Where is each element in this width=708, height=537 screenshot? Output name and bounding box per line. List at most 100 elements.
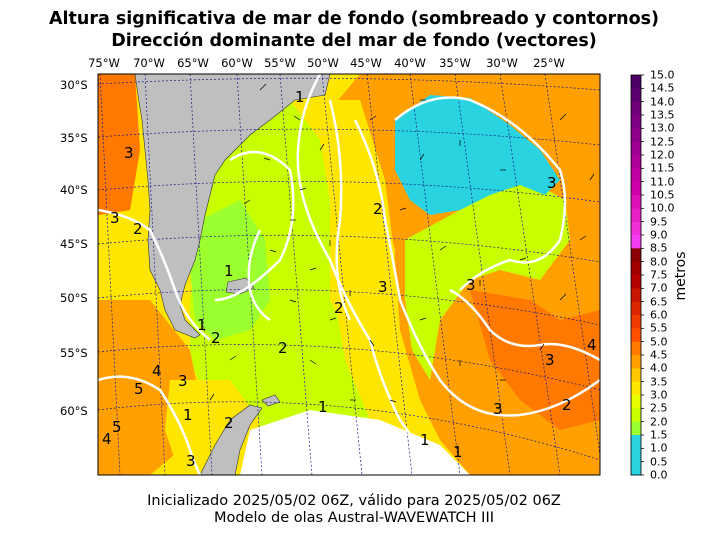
chart-title: Altura significativa de mar de fondo (so… — [48, 9, 660, 29]
swell-zone-darkorange-northwest — [98, 74, 140, 215]
colorbar-segment — [631, 248, 641, 263]
contour-label: 2 — [334, 299, 344, 317]
lon-label: 30°W — [486, 56, 518, 70]
contour-label: 3 — [178, 372, 188, 390]
colorbar-tick-label: 0.0 — [650, 468, 668, 482]
lon-label: 55°W — [264, 56, 296, 70]
colorbar-tick-label: 11.0 — [650, 175, 675, 189]
lat-label: 45°S — [60, 237, 88, 251]
colorbar-segment — [631, 261, 641, 276]
contour-label: 3 — [378, 278, 388, 296]
colorbar-tick-label: 8.5 — [650, 241, 668, 255]
colorbar-segment — [631, 115, 641, 129]
lon-label: 50°W — [307, 56, 339, 70]
colorbar-segment — [631, 368, 641, 383]
swell-direction-vectors — [209, 83, 595, 403]
land-falkland-islands — [225, 277, 255, 295]
contour-label: 2 — [278, 339, 288, 357]
colorbar-tick-label: 13.0 — [650, 121, 675, 135]
colorbar-segment — [631, 381, 641, 396]
colorbar-segment — [631, 341, 641, 356]
contour-label: 1 — [224, 262, 234, 280]
lon-label: 60°W — [221, 56, 253, 70]
colorbar-segment — [631, 448, 641, 463]
colorbar-tick-label: 6.0 — [650, 308, 668, 322]
lon-label: 70°W — [133, 56, 165, 70]
colorbar-tick-label: 2.5 — [650, 401, 668, 415]
colorbar-tick-label: 6.5 — [650, 295, 668, 309]
lon-label: 40°W — [394, 56, 426, 70]
colorbar-segment — [631, 421, 641, 436]
contour-label: 1 — [420, 431, 430, 449]
lon-label: 25°W — [533, 56, 565, 70]
colorbar-tick-label: 2.0 — [650, 415, 668, 429]
lat-label: 40°S — [60, 183, 88, 197]
colorbar-segment — [631, 301, 641, 316]
swell-zone-yellow-center — [330, 100, 440, 475]
lat-label: 35°S — [60, 131, 88, 145]
colorbar-tick-label: 12.0 — [650, 148, 675, 162]
colorbar-tick-label: 9.5 — [650, 215, 668, 229]
colorbar-tick-label: 8.0 — [650, 255, 668, 269]
contour-label: 4 — [102, 430, 112, 448]
colorbar-tick-label: 13.5 — [650, 108, 675, 122]
contour-label: 1 — [295, 88, 305, 106]
contour-label: 1 — [183, 406, 193, 424]
contour-label: 2 — [133, 220, 143, 238]
lon-label: 45°W — [350, 56, 382, 70]
colorbar-segment — [631, 208, 641, 223]
colorbar-segment — [631, 88, 641, 103]
colorbar-segment — [631, 181, 641, 196]
contour-label: 3 — [186, 452, 196, 470]
footer-init-valid: Inicializado 2025/05/02 06Z, válido para… — [147, 493, 561, 509]
map-area: 1 1 1 1 1 1 1 2 2 2 2 2 2 2 3 3 3 3 3 3 … — [98, 74, 600, 475]
colorbar-tick-label: 14.0 — [650, 95, 675, 109]
lat-label: 55°S — [60, 346, 88, 360]
colorbar-tick-label: 12.5 — [650, 135, 675, 149]
lon-label: 75°W — [88, 56, 120, 70]
contour-label: 3 — [466, 276, 476, 294]
colorbar-segment — [631, 435, 641, 449]
colorbar-label: metros — [673, 251, 689, 301]
colorbar-segment — [631, 288, 641, 303]
colorbar-segment — [631, 168, 641, 183]
colorbar-tick-label: 11.5 — [650, 161, 675, 175]
colorbar-tick-label: 7.0 — [650, 281, 668, 295]
colorbar-segment — [631, 155, 641, 169]
lat-label: 50°S — [60, 291, 88, 305]
chart-subtitle: Dirección dominante del mar de fondo (ve… — [111, 31, 597, 51]
colorbar-segment — [631, 275, 641, 289]
colorbar-tick-label: 14.5 — [650, 81, 675, 95]
lat-label: 30°S — [60, 78, 88, 92]
colorbar-tick-label: 3.5 — [650, 375, 668, 389]
colorbar-tick-label: 1.5 — [650, 428, 668, 442]
contour-label: 2 — [224, 414, 234, 432]
contour-label: 3 — [110, 209, 120, 227]
colorbar-tick-label: 5.0 — [650, 335, 668, 349]
contour-label: 4 — [152, 362, 162, 380]
colorbar-segment — [631, 128, 641, 143]
colorbar-tick-label: 9.0 — [650, 228, 668, 242]
colorbar-segment — [631, 141, 641, 156]
colorbar-segment — [631, 355, 641, 369]
map-frame — [97, 73, 601, 476]
contour-label: 3 — [545, 351, 555, 369]
antarctic-no-data — [240, 410, 470, 475]
swell-zone-cyan-northeast — [395, 95, 560, 215]
colorbar-segment — [631, 408, 641, 423]
land-antarctic-peninsula — [199, 404, 263, 475]
colorbar — [630, 74, 644, 476]
swell-zone-green-east — [405, 175, 570, 380]
colorbar-segment — [631, 101, 641, 116]
contour-label: 2 — [373, 200, 383, 218]
swell-zone-green-coast — [190, 200, 270, 340]
colorbar-tick-label: 1.0 — [650, 441, 668, 455]
contour-label: 5 — [112, 418, 122, 436]
contour-label: 5 — [134, 380, 144, 398]
colorbar-tick-label: 4.5 — [650, 348, 668, 362]
swell-zone-darkorange-southeast — [470, 290, 600, 430]
colorbar-tick-label: 5.5 — [650, 321, 668, 335]
colorbar-tick-label: 10.5 — [650, 188, 675, 202]
colorbar-segment — [631, 235, 641, 249]
